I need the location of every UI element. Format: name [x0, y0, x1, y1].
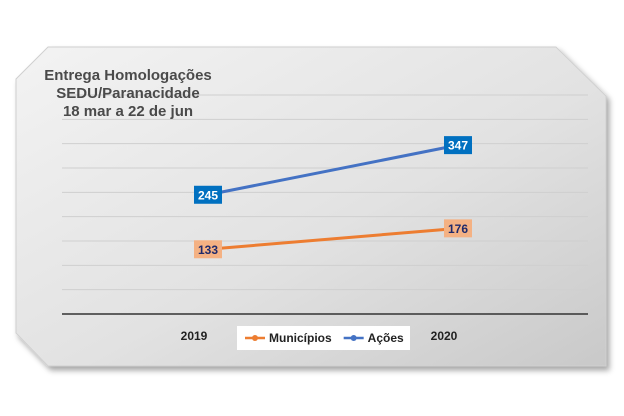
grid-lines	[62, 94, 588, 291]
x-tick-label: 2019	[181, 329, 208, 343]
x-tick-label: 2020	[431, 329, 458, 343]
series-lines: 133 176 245 347	[194, 136, 472, 259]
chart-title: Entrega HomologaçõesSEDU/Paranacidade18 …	[44, 67, 212, 120]
series-line-0	[206, 226, 460, 251]
data-label-box	[194, 240, 222, 259]
series-line-1	[206, 143, 460, 197]
data-label: 245	[198, 188, 218, 202]
data-label-box	[444, 136, 472, 155]
chart-title-line: Entrega Homologações	[44, 67, 212, 84]
data-label: 347	[448, 139, 468, 153]
legend: Municípios Ações	[237, 326, 410, 350]
legend-swatch-marker	[350, 335, 357, 341]
legend-entry-label: Municípios	[269, 331, 332, 345]
data-label-box	[194, 185, 222, 204]
chart-title-line: SEDU/Paranacidade	[56, 85, 199, 102]
data-label-box	[444, 219, 472, 238]
x-tick-labels: 2019 2020	[181, 329, 458, 343]
data-label: 133	[198, 243, 218, 257]
legend-swatch-marker	[252, 335, 258, 341]
chart-background	[15, 46, 607, 367]
chart-title-line: 18 mar a 22 de jun	[63, 103, 193, 120]
legend-entry-label: Ações	[368, 331, 404, 345]
data-label: 176	[448, 222, 468, 236]
legend-box	[237, 326, 410, 350]
